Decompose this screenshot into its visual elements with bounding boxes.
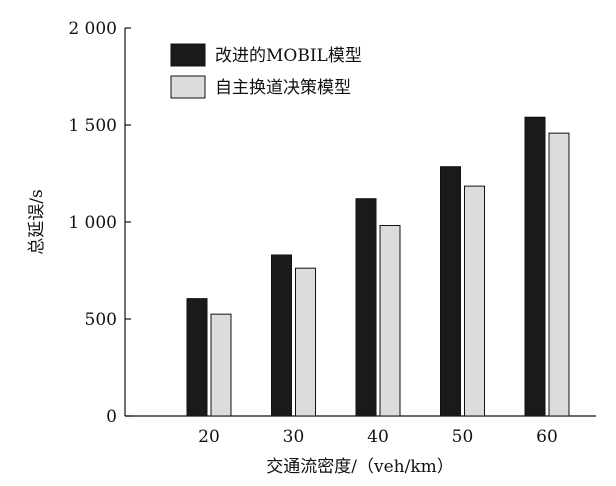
legend-label-1: 改进的MOBIL模型	[215, 46, 362, 66]
bar-2-50	[464, 185, 485, 417]
legend-label-2: 自主换道决策模型	[215, 78, 351, 98]
y-tick-label: 1 000	[68, 213, 117, 233]
x-axis-label: 交通流密度/（veh/km）	[266, 457, 454, 477]
x-tick-label: 50	[452, 427, 474, 447]
tick-labels: 0 500 1 000 1 500 2 000 20 30 40 50 60	[68, 19, 557, 447]
bar-1-60	[524, 116, 546, 417]
bars	[186, 116, 570, 417]
bar-1-40	[355, 198, 377, 417]
bar-2-40	[379, 224, 401, 417]
x-tick-label: 30	[283, 427, 305, 447]
bar-2-20	[210, 313, 232, 417]
bar-2-30	[295, 267, 316, 417]
x-tick-label: 20	[198, 427, 220, 447]
y-tick-label: 2 000	[68, 19, 117, 39]
bar-1-30	[271, 254, 292, 417]
y-tick-label: 1 500	[68, 116, 117, 136]
y-axis-label: 总延误/s	[27, 189, 47, 254]
legend-swatch-1	[170, 43, 206, 67]
bar-2-60	[548, 132, 570, 417]
y-tick-label: 500	[85, 310, 117, 330]
bar-1-50	[440, 166, 461, 417]
y-tick-label: 0	[106, 407, 117, 427]
legend-swatch-2	[170, 75, 206, 99]
x-tick-label: 60	[536, 427, 558, 447]
bar-1-20	[186, 298, 208, 417]
x-tick-label: 40	[367, 427, 389, 447]
